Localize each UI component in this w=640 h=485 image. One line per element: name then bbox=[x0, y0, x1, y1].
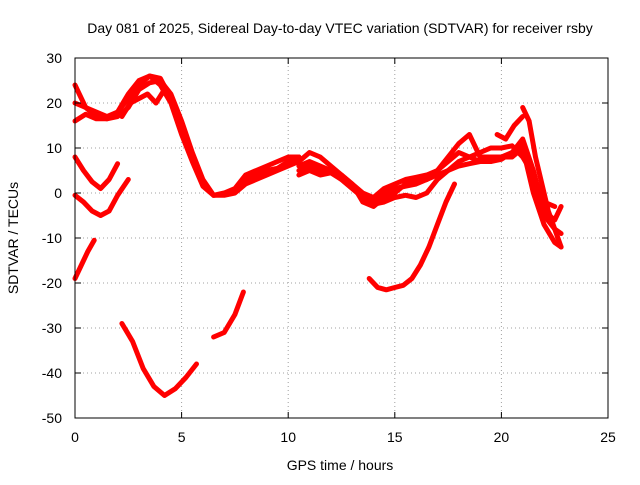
series-arc-6 bbox=[72, 177, 131, 218]
y-tick-label: 0 bbox=[54, 185, 62, 201]
y-tick-label: 30 bbox=[46, 50, 62, 66]
y-tick-label: -20 bbox=[42, 275, 62, 291]
series-arc-4 bbox=[119, 87, 167, 119]
series-arc-5 bbox=[72, 154, 121, 191]
y-tick-label: -50 bbox=[42, 410, 62, 426]
series-arc-14 bbox=[366, 181, 457, 293]
axis-ticks bbox=[74, 57, 609, 419]
x-tick-label: 0 bbox=[71, 429, 79, 445]
y-tick-label: 10 bbox=[46, 140, 62, 156]
series-arc-9 bbox=[211, 289, 246, 340]
chart-title: Day 081 of 2025, Sidereal Day-to-day VTE… bbox=[87, 20, 593, 36]
series-arc-12 bbox=[296, 136, 564, 223]
plot-frame bbox=[74, 57, 609, 419]
series-arc-16 bbox=[520, 105, 564, 250]
y-tick-label: -40 bbox=[42, 365, 62, 381]
series-arc-3 bbox=[72, 73, 302, 198]
x-tick-label: 20 bbox=[494, 429, 510, 445]
series-arc-15 bbox=[494, 114, 526, 142]
y-tick-label: 20 bbox=[46, 95, 62, 111]
x-tick-label: 15 bbox=[387, 429, 403, 445]
series-layer bbox=[72, 73, 564, 398]
grid bbox=[75, 58, 608, 418]
axis-tick-labels: 0 5 10 15 20 25 -50 -40 -30 -20 -10 0 10 20 30 bbox=[42, 50, 616, 445]
x-axis-label: GPS time / hours bbox=[287, 457, 394, 473]
y-tick-label: -30 bbox=[42, 320, 62, 336]
x-tick-label: 25 bbox=[600, 429, 616, 445]
x-tick-label: 5 bbox=[178, 429, 186, 445]
series-arc-7 bbox=[72, 237, 97, 281]
series-arc-13 bbox=[296, 143, 558, 209]
y-axis-label: SDTVAR / TECUs bbox=[5, 182, 21, 294]
x-tick-label: 10 bbox=[280, 429, 296, 445]
series-arc-8 bbox=[119, 321, 199, 398]
y-tick-label: -10 bbox=[42, 230, 62, 246]
